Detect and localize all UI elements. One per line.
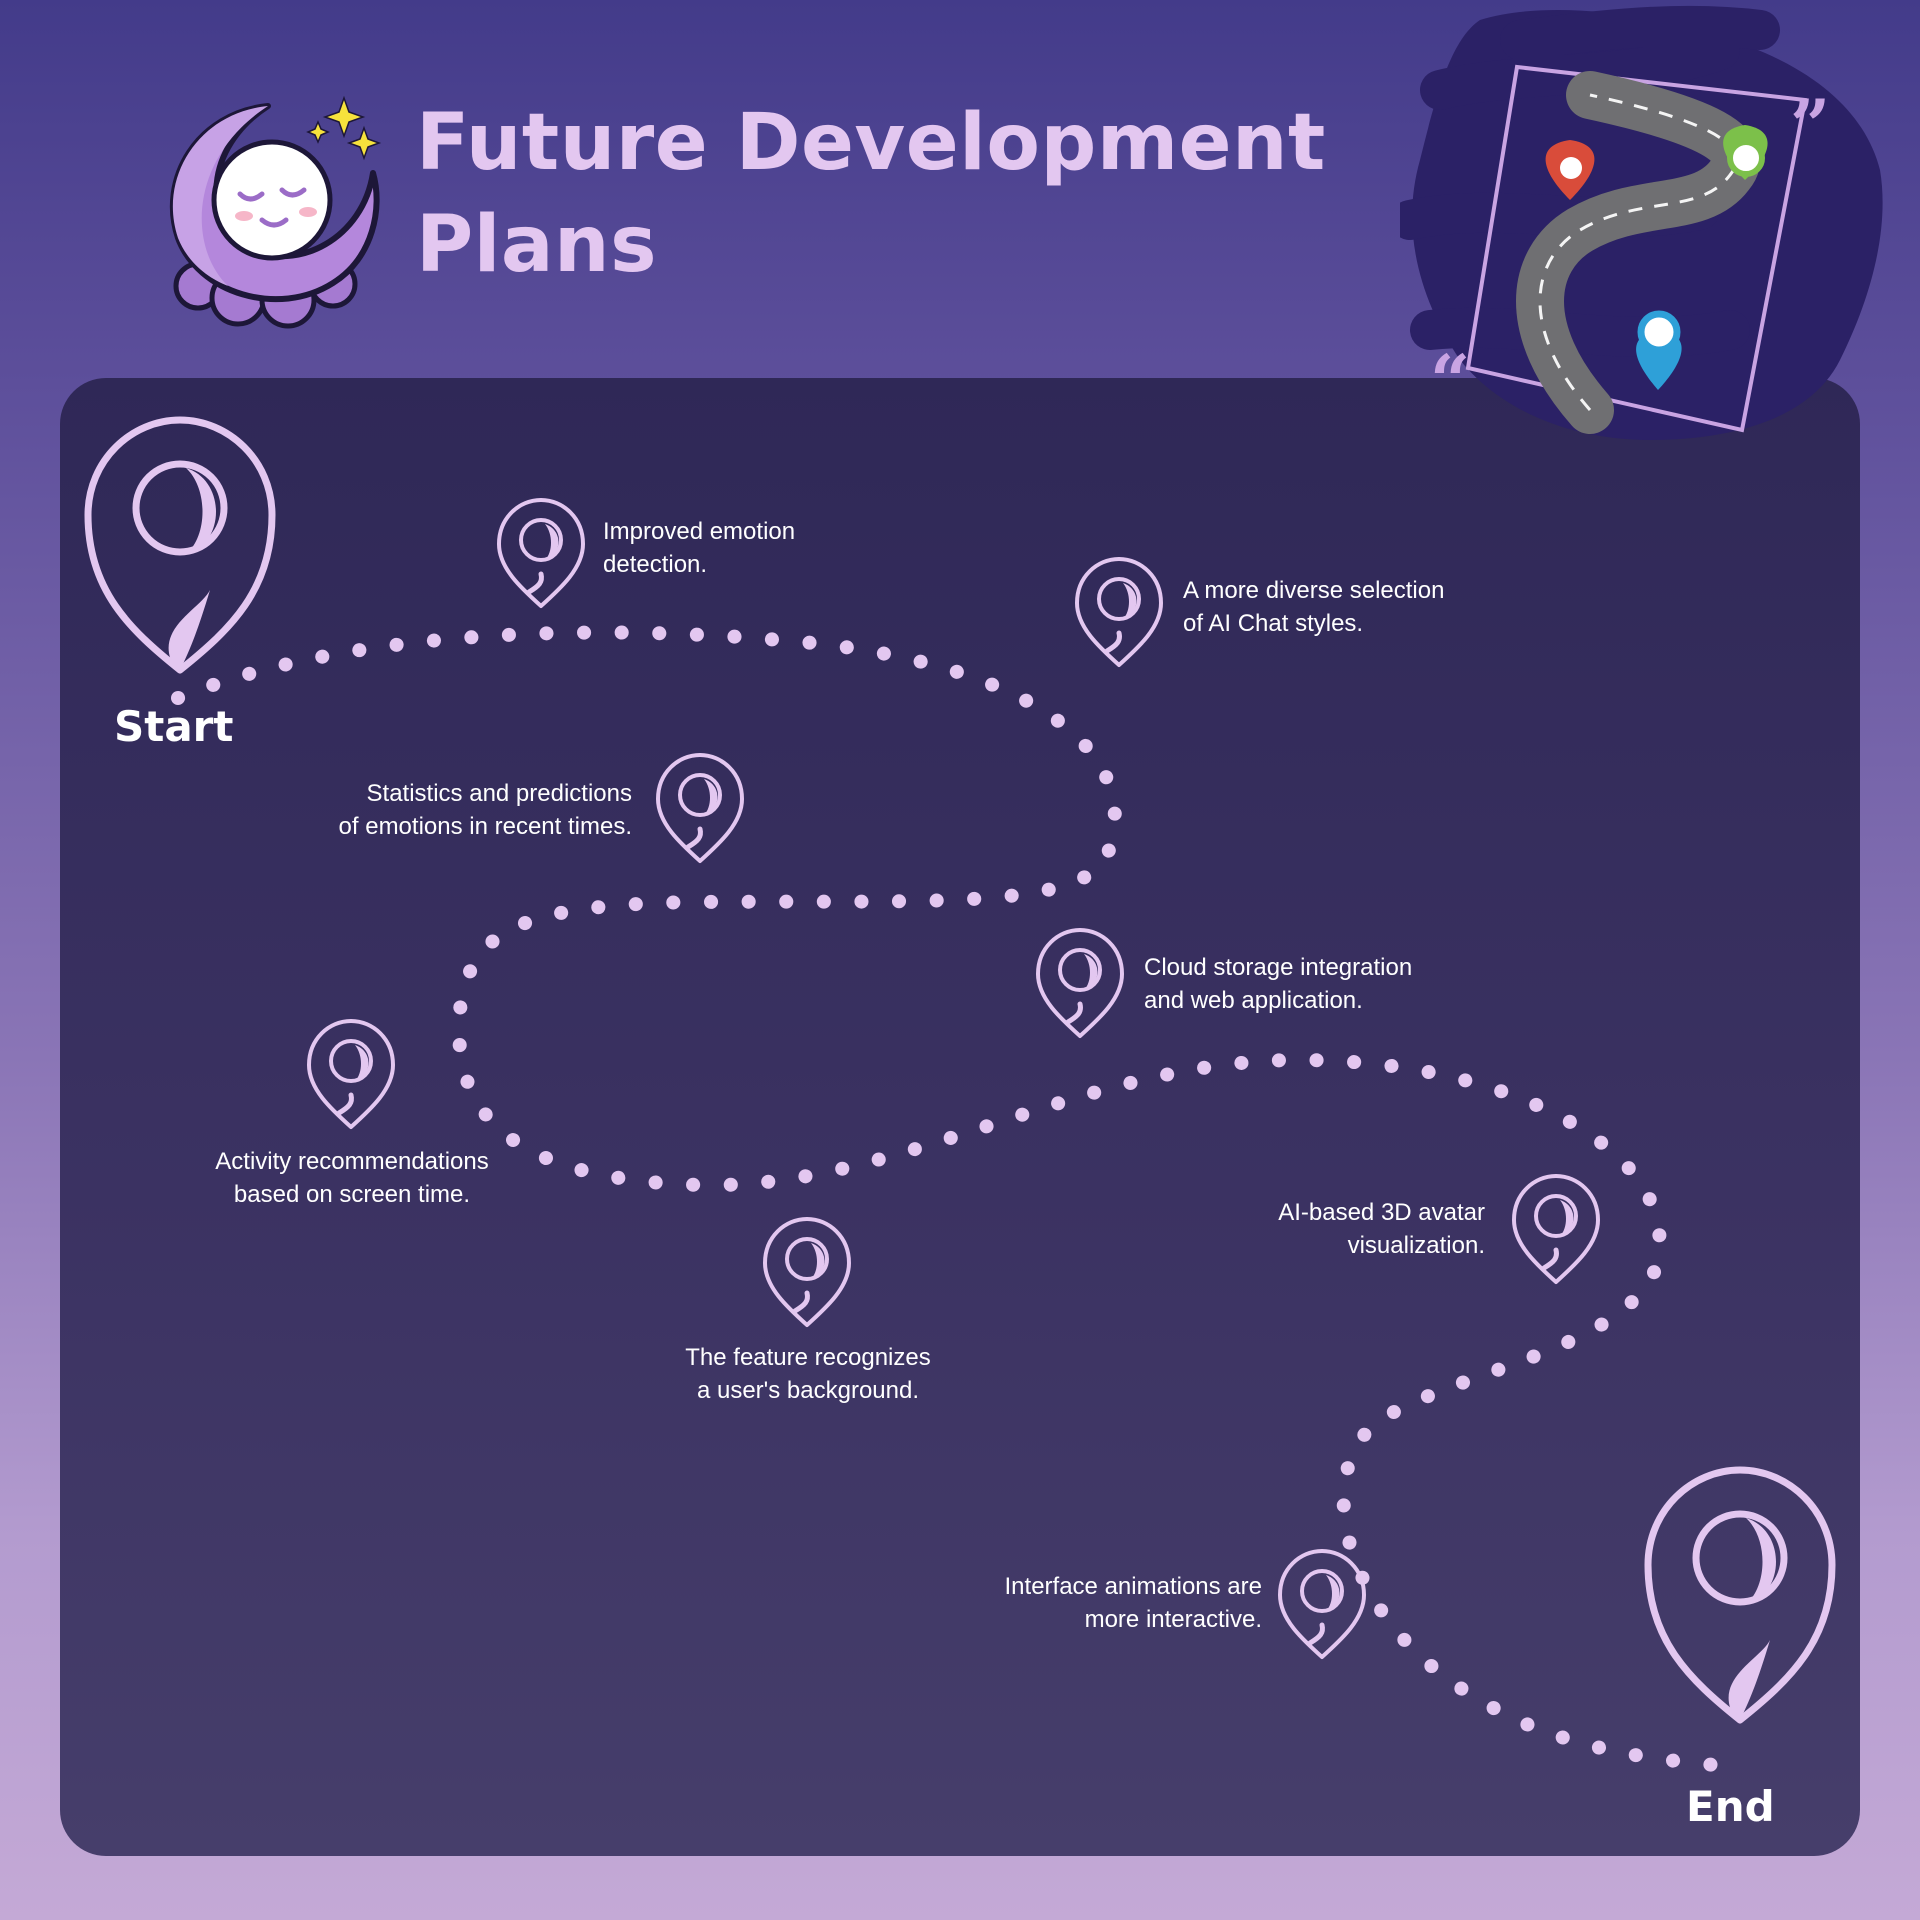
title-line-1: Future Development bbox=[416, 98, 1326, 188]
milestone-label: A more diverse selection of AI Chat style… bbox=[1183, 577, 1445, 637]
svg-text:”: ” bbox=[1790, 84, 1830, 167]
moon-logo-icon bbox=[169, 95, 382, 329]
road-map-icon: ” “ bbox=[1400, 5, 1883, 441]
milestone-label: Improved emotion detection. bbox=[603, 518, 796, 578]
title-line-2: Plans bbox=[416, 200, 657, 290]
svg-text:“: “ bbox=[1430, 339, 1470, 422]
milestone-label: Statistics and predictions of emotions in… bbox=[338, 780, 632, 840]
page-title: Future Development Plans bbox=[416, 92, 1326, 296]
milestone-label: Interface animations are more interactive… bbox=[1004, 1573, 1262, 1633]
start-label: Start bbox=[114, 702, 234, 751]
map-pin-icon bbox=[1514, 1176, 1598, 1282]
start-pin-icon bbox=[88, 420, 272, 670]
end-label: End bbox=[1686, 1782, 1775, 1831]
map-pin-icon bbox=[765, 1219, 849, 1325]
milestone-label: Cloud storage integration and web applica… bbox=[1144, 954, 1413, 1014]
map-pin-icon bbox=[1038, 930, 1122, 1036]
map-pin-icon bbox=[499, 500, 583, 606]
map-pin-icon bbox=[658, 755, 742, 861]
map-pin-icon bbox=[309, 1021, 393, 1127]
milestone-label: AI-based 3D avatar visualization. bbox=[1278, 1199, 1485, 1259]
end-pin-icon bbox=[1648, 1470, 1832, 1720]
milestone-label: Activity recommendations based on screen … bbox=[215, 1148, 489, 1208]
map-pin-icon bbox=[1280, 1551, 1364, 1657]
milestone-label: The feature recognizes a user's backgroun… bbox=[685, 1344, 931, 1404]
map-pin-icon bbox=[1077, 559, 1161, 665]
